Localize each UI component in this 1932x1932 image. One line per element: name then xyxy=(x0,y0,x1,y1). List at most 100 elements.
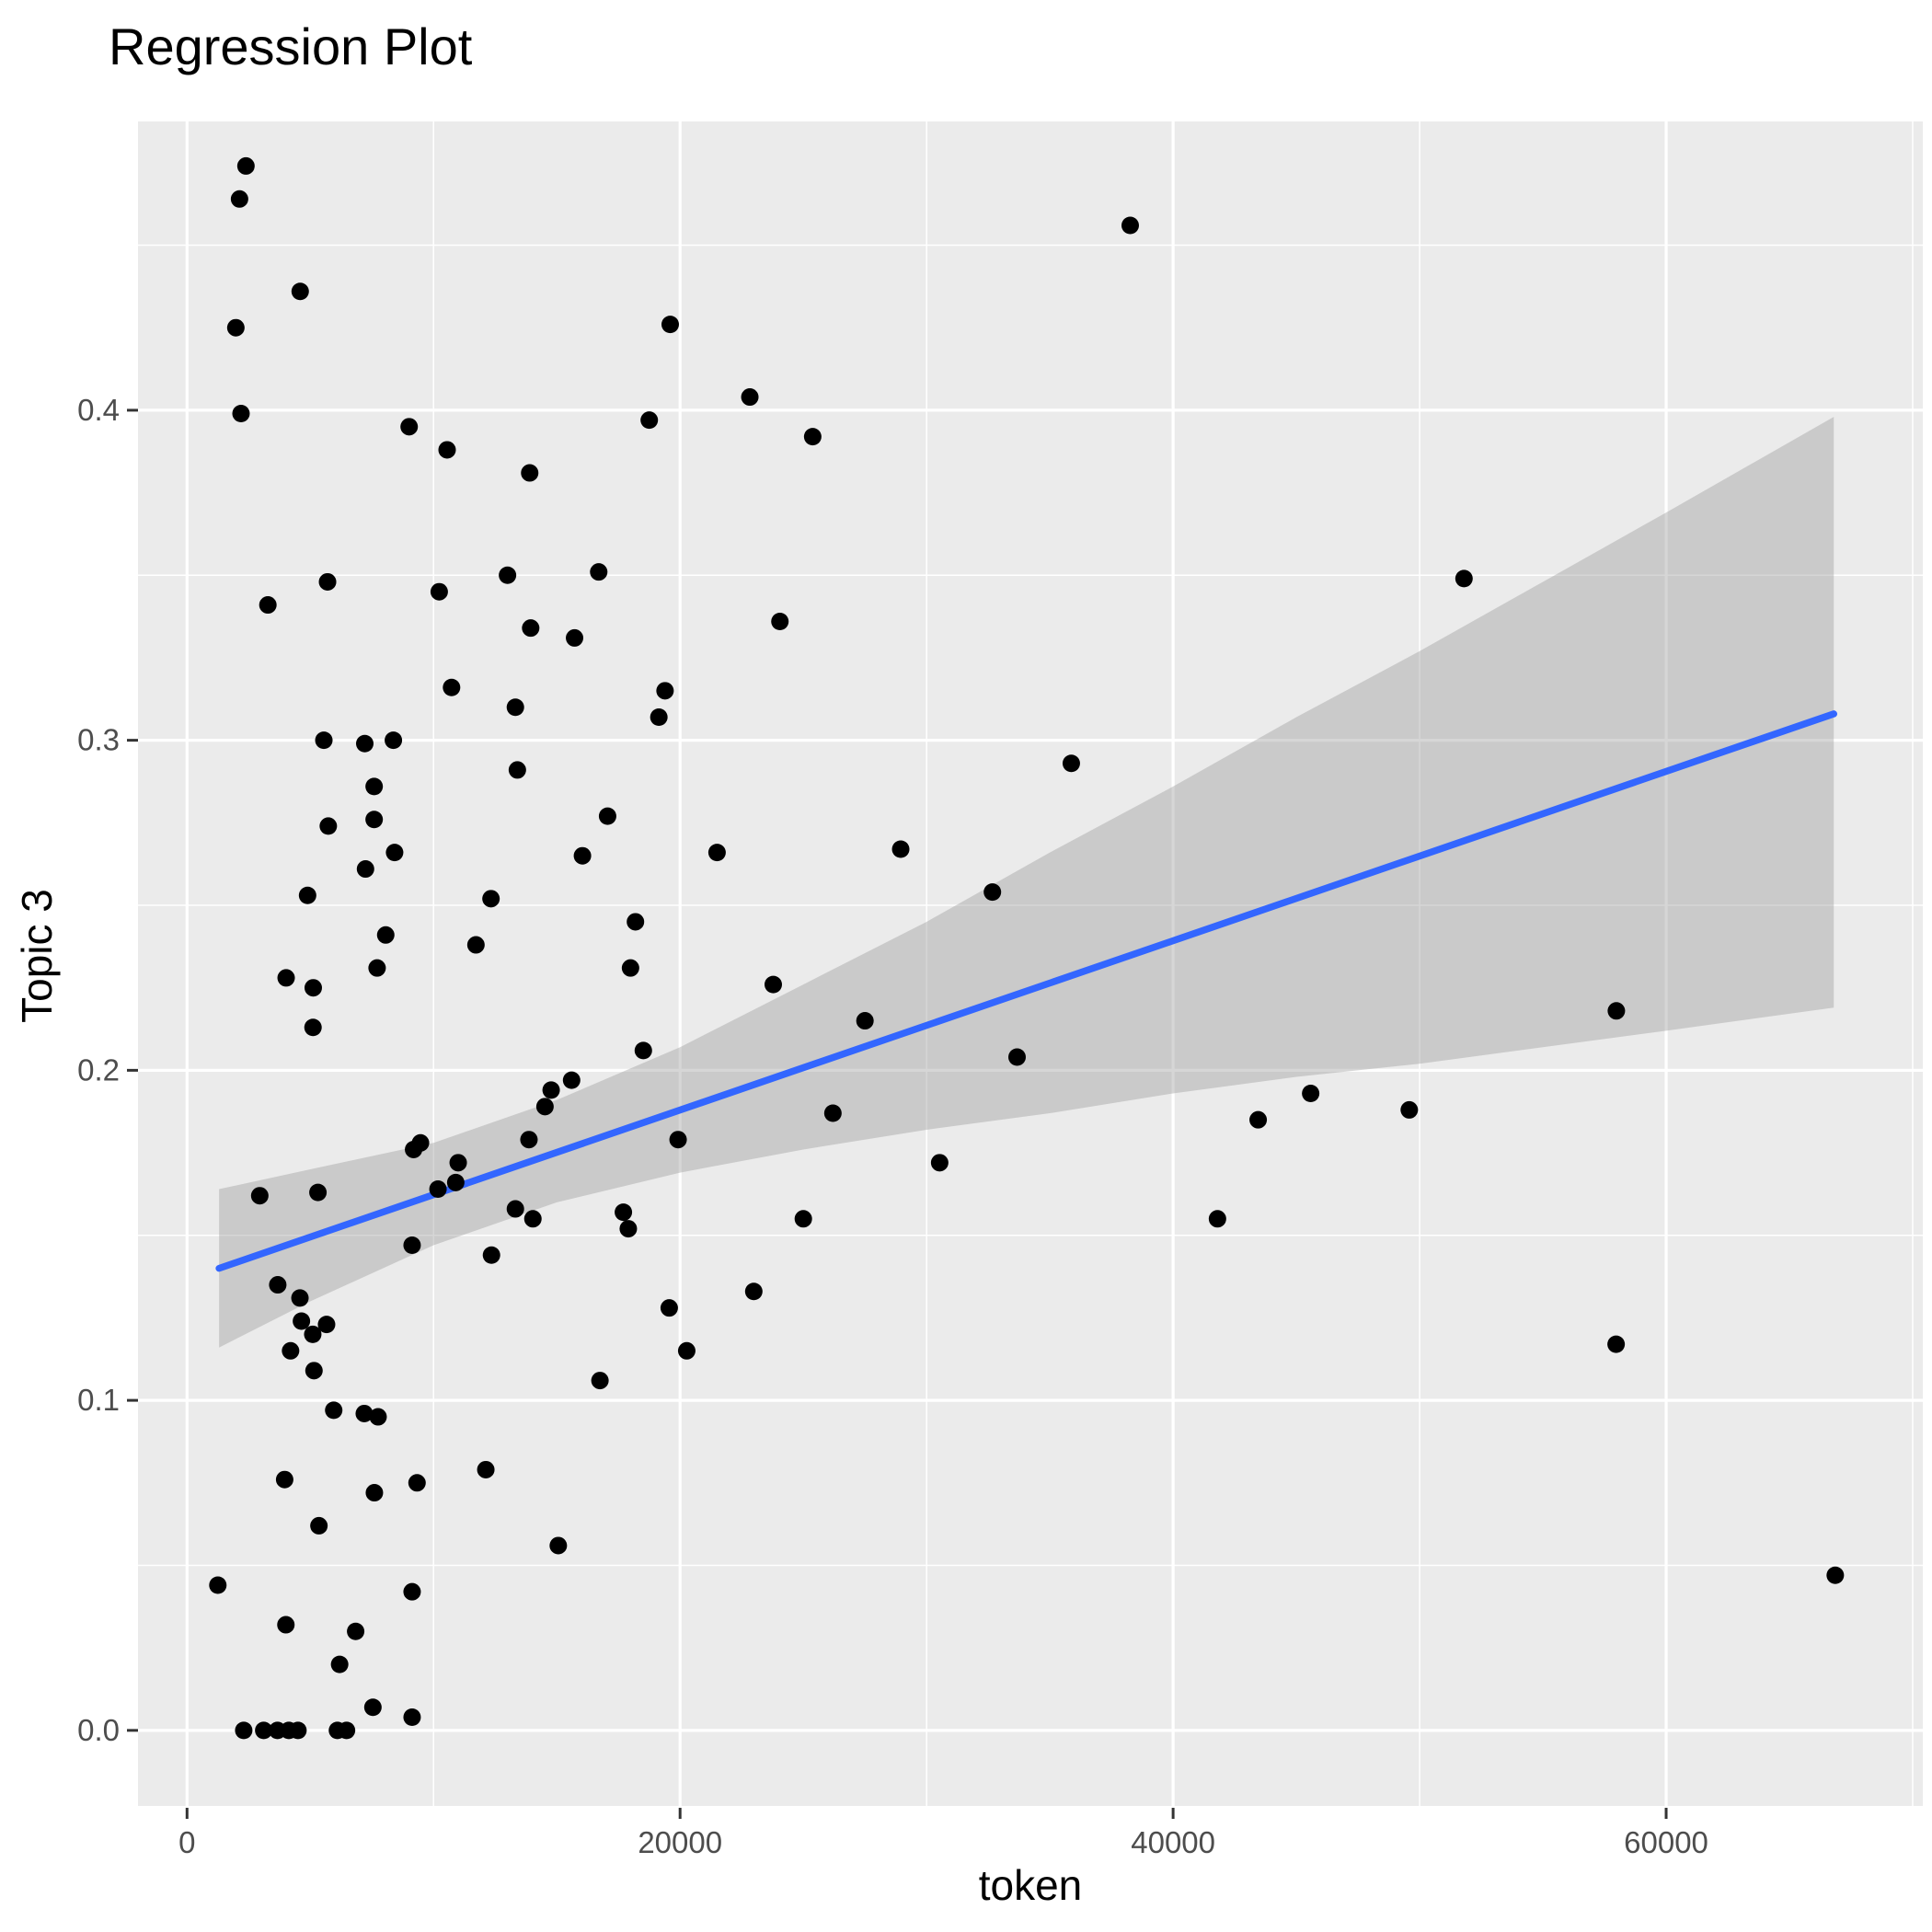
scatter-point xyxy=(794,1210,812,1228)
scatter-point xyxy=(318,572,337,591)
scatter-point xyxy=(226,318,245,337)
plot-title: Regression Plot xyxy=(109,17,473,75)
scatter-point xyxy=(506,1200,524,1218)
scatter-point xyxy=(669,1131,687,1149)
scatter-point xyxy=(542,1081,560,1099)
confidence-band xyxy=(219,417,1834,1348)
scatter-point xyxy=(385,731,403,750)
scatter-point xyxy=(856,1012,874,1030)
scatter-point xyxy=(656,682,674,700)
scatter-point xyxy=(1607,1002,1626,1020)
scatter-point xyxy=(319,817,338,835)
scatter-point xyxy=(365,1484,384,1502)
scatter-point xyxy=(408,1474,426,1492)
scatter-point xyxy=(365,811,384,829)
scatter-point xyxy=(1607,1335,1626,1353)
scatter-point xyxy=(598,807,616,825)
scatter-point xyxy=(355,1404,374,1422)
y-tick-label: 0.2 xyxy=(77,1052,120,1087)
scatter-point xyxy=(930,1154,949,1172)
scatter-point xyxy=(744,1282,763,1301)
scatter-point xyxy=(330,1655,349,1673)
scatter-point xyxy=(291,1289,309,1307)
scatter-point xyxy=(338,1721,356,1740)
scatter-point xyxy=(1062,754,1080,773)
scatter-point xyxy=(305,1362,323,1380)
scatter-point xyxy=(232,404,250,422)
y-tick-label: 0.0 xyxy=(77,1713,120,1747)
scatter-point xyxy=(438,441,456,459)
scatter-point xyxy=(255,1721,273,1740)
scatter-point xyxy=(310,1516,328,1535)
scatter-point xyxy=(293,1312,311,1330)
scatter-point xyxy=(661,316,679,334)
scatter-point xyxy=(277,1616,295,1634)
scatter-point xyxy=(535,1098,554,1116)
scatter-point xyxy=(250,1187,269,1205)
scatter-point xyxy=(1302,1084,1320,1102)
scatter-point xyxy=(385,844,404,862)
scatter-point xyxy=(627,913,645,931)
scatter-point xyxy=(325,1401,343,1420)
scatter-point xyxy=(508,761,526,779)
scatter-point xyxy=(1400,1100,1419,1119)
scatter-point xyxy=(446,1173,465,1191)
scatter-point xyxy=(1826,1566,1845,1584)
scatter-point xyxy=(230,190,248,208)
scatter-point xyxy=(522,619,540,638)
scatter-point xyxy=(1008,1048,1027,1066)
scatter-point xyxy=(573,846,592,865)
scatter-point xyxy=(621,959,639,977)
scatter-point xyxy=(660,1299,678,1317)
scatter-point xyxy=(430,582,448,601)
scatter-point xyxy=(741,388,759,407)
scatter-point xyxy=(429,1180,447,1199)
scatter-point xyxy=(566,628,584,647)
scatter-point xyxy=(771,612,789,630)
scatter-point xyxy=(317,1316,336,1334)
scatter-point xyxy=(677,1341,696,1360)
x-axis-title: token xyxy=(978,1861,1083,1909)
x-tick-label: 60000 xyxy=(1624,1825,1708,1859)
scatter-point xyxy=(634,1041,652,1060)
scatter-point xyxy=(403,1708,421,1726)
scatter-point xyxy=(411,1133,430,1152)
panel-background xyxy=(138,121,1923,1806)
regression-line xyxy=(215,710,1837,1272)
scatter-point xyxy=(1455,569,1473,588)
scatter-point xyxy=(269,1276,287,1294)
scatter-point xyxy=(356,860,374,879)
scatter-point xyxy=(1249,1110,1268,1129)
scatter-point xyxy=(523,1210,542,1228)
scatter-point xyxy=(1121,216,1139,235)
scatter-point xyxy=(466,936,485,954)
scatter-point xyxy=(291,282,309,301)
scatter-point xyxy=(590,563,608,581)
scatter-point xyxy=(376,926,395,944)
scatter-point xyxy=(521,464,539,482)
scatter-point xyxy=(282,1341,300,1360)
scatter-point xyxy=(209,1576,227,1594)
scatter-point xyxy=(477,1460,495,1478)
scatter-point xyxy=(650,708,668,727)
scatter-point xyxy=(347,1622,365,1640)
y-tick-label: 0.1 xyxy=(77,1383,120,1417)
x-tick-label: 0 xyxy=(178,1825,195,1859)
scatter-point xyxy=(640,411,659,430)
scatter-point xyxy=(235,1721,253,1740)
scatter-point xyxy=(562,1071,581,1089)
x-tick-label: 20000 xyxy=(638,1825,722,1859)
scatter-point xyxy=(363,1698,382,1717)
scatter-point xyxy=(443,678,461,696)
scatter-point xyxy=(368,959,386,977)
scatter-point xyxy=(275,1470,293,1489)
scatter-point xyxy=(499,566,517,584)
scatter-point xyxy=(315,731,333,750)
y-tick-label: 0.4 xyxy=(77,393,120,427)
scatter-point xyxy=(823,1104,842,1122)
scatter-point xyxy=(304,1018,322,1037)
x-tick-label: 40000 xyxy=(1131,1825,1215,1859)
scatter-point xyxy=(289,1721,307,1740)
scatter-point xyxy=(277,969,295,987)
